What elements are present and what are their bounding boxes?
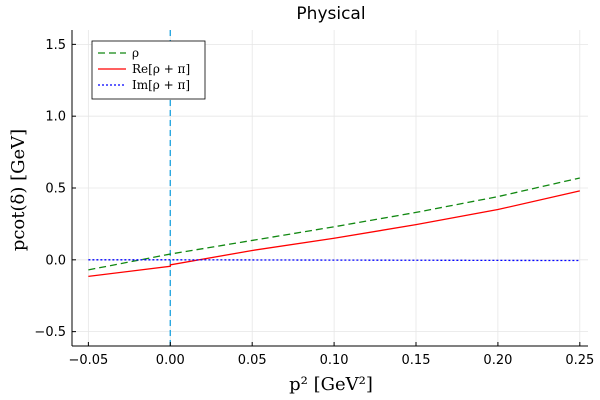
x-tick-label: 0.20 [483,353,512,368]
legend-label-0: ρ [132,46,139,60]
y-tick-label: 1.5 [45,38,66,53]
legend: ρ Re[ρ + π] Im[ρ + π] [91,40,206,100]
x-axis-label: p² [GeV²] [289,374,373,395]
x-tick-label: 0.05 [238,353,267,368]
legend-box [91,40,206,100]
series-line-2 [88,259,580,262]
y-axis-label: pcot(δ) [GeV] [8,129,29,251]
legend-label-1: Re[ρ + π] [132,62,190,76]
chart-title: Physical [296,4,365,24]
x-tick-label: 0.15 [402,353,431,368]
y-tick-label: 0.5 [45,182,66,197]
series-line-0 [88,177,580,271]
y-tick-label: −0.5 [34,325,66,340]
series-line-1 [88,190,580,277]
ticks: −0.05 0.00 0.05 0.10 0.15 0.20 0.25 −0.5 0.0 0.5 1… [34,38,594,368]
y-tick-label: 0.0 [45,253,66,268]
x-tick-label: 0.00 [156,353,185,368]
x-tick-label: 0.10 [320,353,349,368]
x-tick-label: 0.25 [565,353,594,368]
legend-label-2: Im[ρ + π] [132,78,190,92]
y-tick-label: 1.0 [45,110,66,125]
x-tick-label: −0.05 [68,353,108,368]
